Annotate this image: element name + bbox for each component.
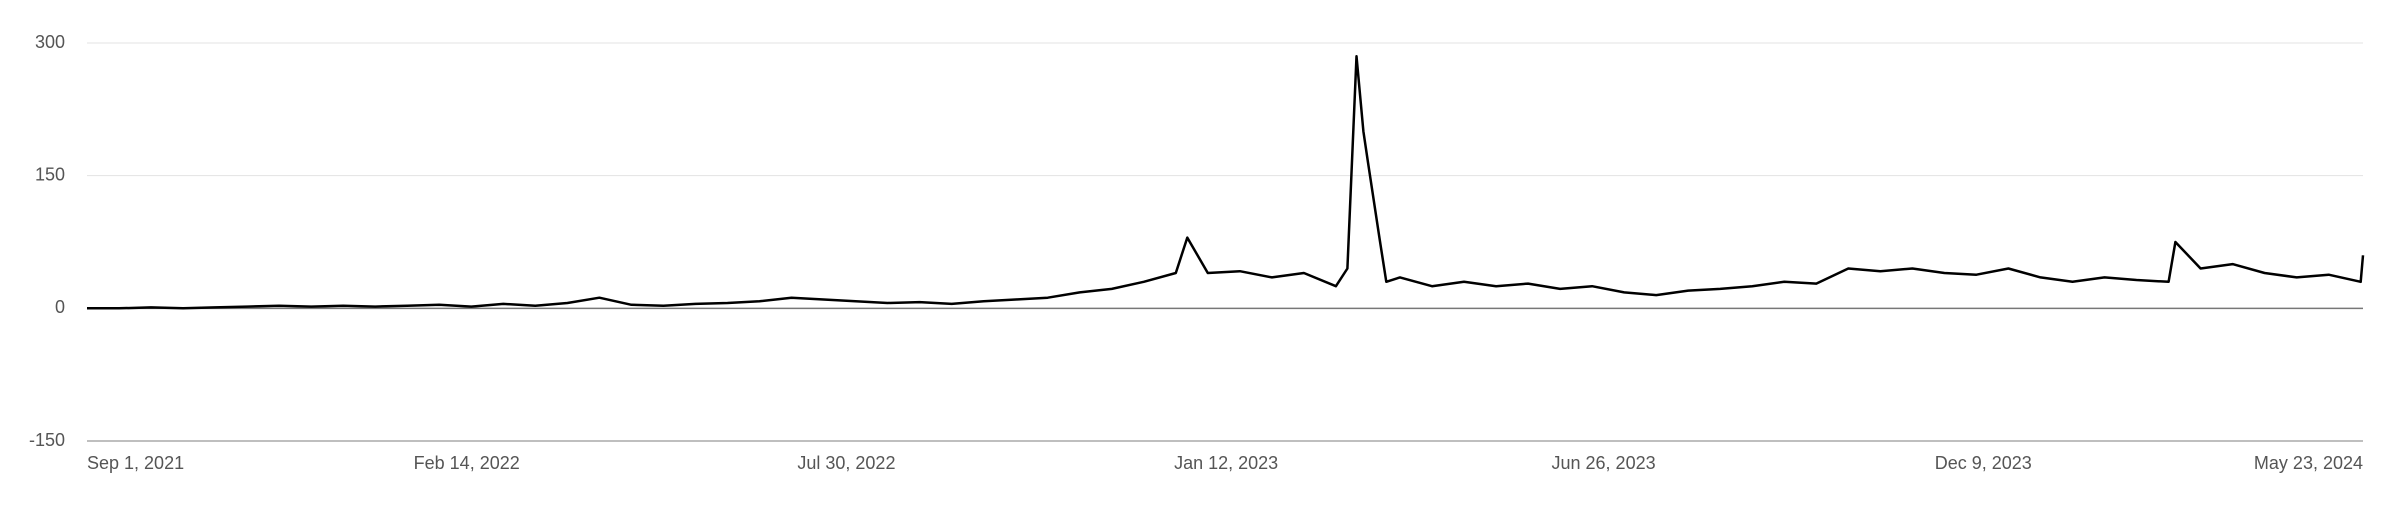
x-tick-label: Jul 30, 2022 <box>797 453 895 473</box>
data-line <box>87 55 2365 310</box>
x-tick-label: Jan 12, 2023 <box>1174 453 1278 473</box>
x-tick-label: Feb 14, 2022 <box>414 453 520 473</box>
y-tick-label: 0 <box>55 297 65 317</box>
x-tick-label: Sep 1, 2021 <box>87 453 184 473</box>
y-tick-label: 300 <box>35 32 65 52</box>
y-tick-label: 150 <box>35 164 65 184</box>
x-tick-label: Dec 9, 2023 <box>1935 453 2032 473</box>
y-tick-label: -150 <box>29 430 65 450</box>
x-tick-label: May 23, 2024 <box>2254 453 2363 473</box>
x-tick-label: Jun 26, 2023 <box>1552 453 1656 473</box>
